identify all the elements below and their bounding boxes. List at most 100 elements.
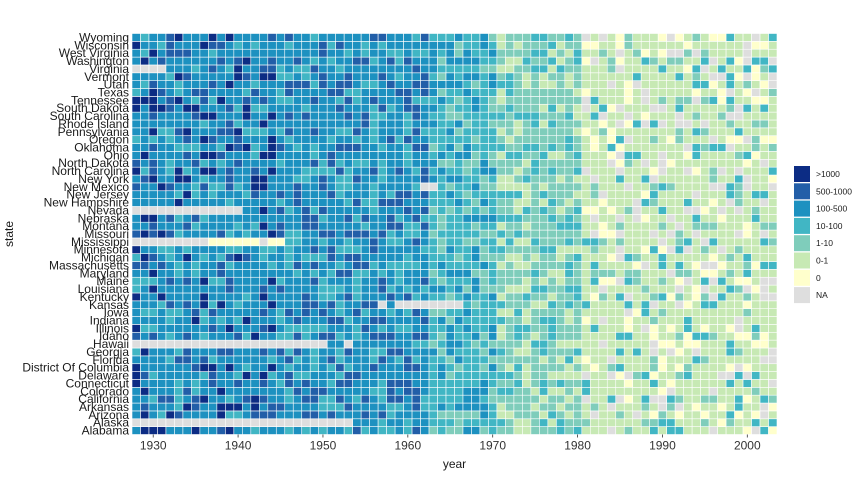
heatmap-cell [140,48,150,58]
heatmap-cell [623,33,634,42]
heatmap-cell [428,324,438,333]
heatmap-cell [598,190,608,199]
heatmap-cell [250,316,260,325]
heatmap-cell [131,261,141,270]
heatmap-cell [632,64,642,74]
heatmap-cell [445,261,455,270]
heatmap-cell [471,261,481,270]
heatmap-cell [462,190,472,199]
heatmap-cell [216,261,226,270]
heatmap-cell [751,159,761,168]
heatmap-cell [242,135,252,144]
heatmap-cell [140,174,150,184]
heatmap-cell [352,426,362,435]
heatmap-cell [522,182,532,192]
heatmap-cell [309,308,320,317]
heatmap-cell [640,316,651,325]
heatmap-cell [208,276,218,286]
heatmap-cell [309,88,320,97]
heatmap-cell [759,64,769,74]
heatmap-cell [742,151,752,160]
heatmap-cell [208,284,218,294]
heatmap-cell [250,261,260,270]
heatmap-cell [428,339,438,349]
heatmap-cell [326,269,336,278]
legend-swatch [794,200,810,217]
heatmap-cell [454,237,464,247]
heatmap-cell [496,308,506,317]
heatmap-cell [157,221,167,231]
heatmap-cell [369,292,379,302]
heatmap-cell [513,166,523,176]
heatmap-cell [556,355,566,365]
heatmap-cell [598,308,608,317]
heatmap-cell [437,229,447,239]
heatmap-cell [742,426,752,435]
heatmap-cell [606,269,617,278]
heatmap-cell [700,143,710,152]
heatmap-cell [742,33,752,42]
heatmap-cell [318,135,328,144]
heatmap-cell [700,33,710,42]
heatmap-cell [199,119,209,129]
heatmap-cell [225,119,235,129]
heatmap-cell [666,387,676,396]
heatmap-cell [250,426,260,435]
heatmap-cell [623,363,634,372]
heatmap-cell [386,41,396,50]
heatmap-cell [640,276,651,286]
heatmap-cell [309,80,320,89]
heatmap-cell [182,394,192,404]
heatmap-cell [488,394,498,404]
heatmap-cell [606,324,617,333]
heatmap-cell [615,418,625,427]
heatmap-cell [640,48,651,58]
heatmap-cell [623,379,634,388]
heatmap-cell [488,284,498,294]
heatmap-cell [488,214,498,223]
heatmap-cell [742,41,752,50]
heatmap-cell [717,221,727,231]
legend-swatch [794,252,810,269]
heatmap-cell [377,174,387,184]
heatmap-cell [666,159,676,168]
heatmap-cell [768,229,778,239]
heatmap-cell [539,72,549,81]
heatmap-cell [573,214,583,223]
heatmap-cell [522,159,532,168]
heatmap-cell [225,135,235,144]
heatmap-cell [318,308,328,317]
heatmap-cell [191,198,201,207]
heatmap-cell [318,253,328,262]
heatmap-cell [360,174,370,184]
heatmap-cell [377,96,387,105]
heatmap-cell [589,229,600,239]
heatmap-cell [513,253,523,262]
heatmap-cell [632,143,642,152]
heatmap-cell [284,127,294,137]
heatmap-cell [683,111,693,121]
heatmap-cell [649,166,659,176]
heatmap-cell [462,276,472,286]
heatmap-cell [411,159,421,168]
heatmap-cell [301,64,311,74]
heatmap-cell [522,103,532,113]
heatmap-cell [191,426,201,435]
heatmap-cell [717,56,727,66]
heatmap-cell [233,300,243,309]
heatmap-cell [309,379,320,388]
heatmap-cell [717,363,727,372]
heatmap-cell [250,33,260,42]
heatmap-cell [581,103,591,113]
heatmap-cell [462,64,472,74]
heatmap-cell [734,379,744,388]
heatmap-cell [335,174,345,184]
heatmap-cell [623,119,634,129]
heatmap-cell [267,269,277,278]
heatmap-cell [488,371,498,380]
heatmap-cell [717,237,727,247]
heatmap-cell [496,96,506,105]
heatmap-cell [225,64,235,74]
heatmap-cell [292,103,303,113]
